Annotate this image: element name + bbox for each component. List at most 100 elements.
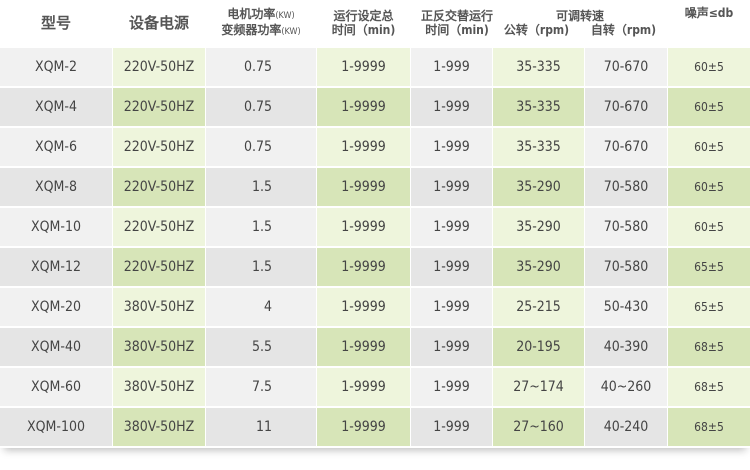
cell-noise: 60±5 — [668, 88, 750, 126]
cell-noise: 60±5 — [668, 128, 750, 166]
cell-motor-power: 5.5 — [206, 328, 316, 366]
cell-power-supply: 380V-50HZ — [113, 288, 205, 326]
cell-rotation-speed: 70-670 — [585, 128, 667, 166]
cell-model: XQM-20 — [0, 288, 112, 326]
cell-run-time: 1-9999 — [317, 248, 410, 286]
cell-noise: 68±5 — [668, 408, 750, 446]
cell-model: XQM-10 — [0, 208, 112, 246]
cell-run-time: 1-9999 — [317, 168, 410, 206]
cell-motor-power: 1.5 — [206, 168, 316, 206]
cell-model: XQM-12 — [0, 248, 112, 286]
cell-revolution-speed: 27~160 — [493, 408, 584, 446]
cell-power-supply: 380V-50HZ — [113, 408, 205, 446]
header-motor-power-line2: 变频器功率 — [221, 23, 282, 37]
cell-power-supply: 220V-50HZ — [113, 128, 205, 166]
cell-revolution-speed: 25-215 — [493, 288, 584, 326]
cell-model: XQM-60 — [0, 368, 112, 406]
table-row: XQM-4 220V-50HZ 0.75 1-9999 1-999 35-335 70-67… — [0, 88, 750, 126]
spec-table: XQM-2 220V-50HZ 0.75 1-9999 1-999 35-335 70-67… — [0, 48, 750, 448]
cell-power-supply: 380V-50HZ — [113, 328, 205, 366]
header-run-time: 运行设定总 时间（min) — [317, 0, 410, 46]
cell-model: XQM-2 — [0, 48, 112, 86]
cell-motor-power: 1.5 — [206, 248, 316, 286]
cell-power-supply: 220V-50HZ — [113, 88, 205, 126]
cell-noise: 65±5 — [668, 248, 750, 286]
cell-noise: 60±5 — [668, 48, 750, 86]
cell-run-time: 1-9999 — [317, 368, 410, 406]
cell-motor-power: 4 — [206, 288, 316, 326]
header-model: 型号 — [40, 14, 71, 32]
cell-model: XQM-4 — [0, 88, 112, 126]
header-alt-time-line2: 时间（min) — [425, 23, 489, 37]
cell-noise: 68±5 — [668, 328, 750, 366]
cell-run-time: 1-9999 — [317, 48, 410, 86]
cell-alt-time: 1-999 — [411, 288, 492, 326]
unit: (KW) — [275, 11, 295, 21]
table-row: XQM-40 380V-50HZ 5.5 1-9999 1-999 20-195 40-39… — [0, 328, 750, 366]
header-revolution: 公转（rpm) — [503, 23, 570, 37]
cell-revolution-speed: 35-290 — [493, 248, 584, 286]
cell-rotation-speed: 50-430 — [585, 288, 667, 326]
table-header: 型号 设备电源 电机功率(KW) 变频器功率(KW) 运行设定总 时间（min)… — [0, 0, 750, 46]
cell-power-supply: 220V-50HZ — [113, 208, 205, 246]
cell-model: XQM-6 — [0, 128, 112, 166]
table-row: XQM-2 220V-50HZ 0.75 1-9999 1-999 35-335 70-67… — [0, 48, 750, 86]
cell-run-time: 1-9999 — [317, 208, 410, 246]
header-alt-time-line1: 正反交替运行 — [420, 9, 493, 23]
table-row: XQM-20 380V-50HZ 4 1-9999 1-999 25-215 50-430 6… — [0, 288, 750, 326]
cell-motor-power: 0.75 — [206, 88, 316, 126]
table-row: XQM-12 220V-50HZ 1.5 1-9999 1-999 35-290 70-58… — [0, 248, 750, 286]
cell-alt-time: 1-999 — [411, 328, 492, 366]
cell-noise: 68±5 — [668, 368, 750, 406]
cell-model: XQM-40 — [0, 328, 112, 366]
table-row: XQM-8 220V-50HZ 1.5 1-9999 1-999 35-290 70-580… — [0, 168, 750, 206]
cell-alt-time: 1-999 — [411, 48, 492, 86]
cell-motor-power: 11 — [206, 408, 316, 446]
cell-revolution-speed: 20-195 — [493, 328, 584, 366]
cell-rotation-speed: 40-390 — [585, 328, 667, 366]
cell-revolution-speed: 35-290 — [493, 168, 584, 206]
cell-alt-time: 1-999 — [411, 368, 492, 406]
cell-alt-time: 1-999 — [411, 88, 492, 126]
cell-rotation-speed: 70-580 — [585, 208, 667, 246]
header-run-time-line1: 运行设定总 — [333, 9, 394, 23]
cell-rotation-speed: 70-670 — [585, 48, 667, 86]
header-power-supply: 设备电源 — [128, 14, 189, 32]
cell-alt-time: 1-999 — [411, 168, 492, 206]
cell-model: XQM-100 — [0, 408, 112, 446]
cell-revolution-speed: 35-335 — [493, 48, 584, 86]
cell-revolution-speed: 35-335 — [493, 128, 584, 166]
header-noise: 噪声≤db — [684, 6, 734, 20]
cell-motor-power: 0.75 — [206, 48, 316, 86]
cell-rotation-speed: 70-580 — [585, 168, 667, 206]
cell-motor-power: 0.75 — [206, 128, 316, 166]
cell-run-time: 1-9999 — [317, 408, 410, 446]
cell-revolution-speed: 35-335 — [493, 88, 584, 126]
table-row: XQM-10 220V-50HZ 1.5 1-9999 1-999 35-290 70-58… — [0, 208, 750, 246]
cell-rotation-speed: 40~260 — [585, 368, 667, 406]
cell-run-time: 1-9999 — [317, 288, 410, 326]
unit: (KW) — [281, 27, 301, 37]
cell-power-supply: 380V-50HZ — [113, 368, 205, 406]
header-alt-time: 正反交替运行 时间（min) — [411, 0, 503, 46]
cell-run-time: 1-9999 — [317, 328, 410, 366]
cell-power-supply: 220V-50HZ — [113, 168, 205, 206]
cell-run-time: 1-9999 — [317, 88, 410, 126]
cell-noise: 60±5 — [668, 168, 750, 206]
cell-revolution-speed: 27~174 — [493, 368, 584, 406]
cell-alt-time: 1-999 — [411, 128, 492, 166]
cell-motor-power: 7.5 — [206, 368, 316, 406]
cell-alt-time: 1-999 — [411, 208, 492, 246]
cell-alt-time: 1-999 — [411, 408, 492, 446]
cell-noise: 65±5 — [668, 288, 750, 326]
header-run-time-line2: 时间（min) — [331, 23, 396, 37]
header-speed: 可调转速 公转（rpm) 自转（rpm) — [493, 0, 667, 46]
cell-motor-power: 1.5 — [206, 208, 316, 246]
table-row: XQM-100 380V-50HZ 11 1-9999 1-999 27~160 40-24… — [0, 408, 750, 446]
cell-model: XQM-8 — [0, 168, 112, 206]
cell-rotation-speed: 70-580 — [585, 248, 667, 286]
cell-power-supply: 220V-50HZ — [113, 248, 205, 286]
cell-power-supply: 220V-50HZ — [113, 48, 205, 86]
cell-rotation-speed: 40-240 — [585, 408, 667, 446]
table-row: XQM-6 220V-50HZ 0.75 1-9999 1-999 35-335 70-67… — [0, 128, 750, 166]
